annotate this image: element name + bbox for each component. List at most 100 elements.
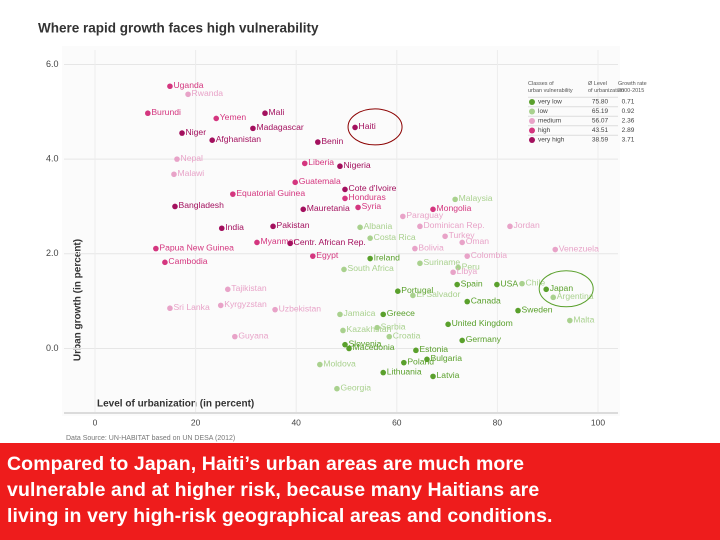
legend-header: Classes of urban vulnerability (528, 81, 573, 94)
legend-label: low (538, 108, 548, 115)
point (442, 233, 448, 240)
point-label: El Salvador (416, 289, 460, 299)
point-label: Bangladesh (178, 200, 224, 210)
point-label: Papua New Guinea (159, 242, 234, 252)
point (445, 321, 451, 328)
point (459, 239, 465, 246)
point (309, 253, 316, 259)
point (232, 333, 238, 340)
point-label: Guatemala (299, 176, 341, 186)
point (380, 311, 387, 318)
x-tick-label: 80 (493, 417, 503, 427)
point (454, 281, 460, 288)
y-tick-label: 0.0 (46, 343, 59, 353)
point (172, 203, 178, 210)
point (352, 124, 358, 131)
point (337, 163, 343, 170)
point-label: Mauretania (307, 203, 350, 213)
point (337, 311, 343, 318)
point-label: Jamaica (343, 308, 375, 318)
point (301, 160, 308, 167)
point (367, 235, 373, 241)
point-label: Uganda (173, 80, 203, 90)
point-label: Lithuania (387, 366, 422, 376)
point-label: Mongolia (437, 203, 472, 213)
plot-background (62, 46, 620, 416)
point (342, 186, 348, 193)
point-label: Peru (462, 261, 480, 271)
legend-swatch (529, 137, 535, 143)
point-label: Nigeria (343, 160, 370, 170)
point-label: Albania (364, 221, 393, 231)
point-label: Cambodia (168, 256, 207, 266)
point-label: Yemen (220, 112, 247, 122)
x-axis-label: Level of urbanization (in percent) (97, 399, 254, 410)
point (230, 191, 236, 197)
point (515, 307, 521, 314)
point (357, 224, 363, 231)
legend-swatch (529, 118, 535, 124)
point (430, 206, 436, 213)
legend-swatch (529, 108, 535, 115)
y-axis-label: Urban growth (in percent) (73, 239, 84, 361)
point-label: Sri Lanka (173, 302, 210, 312)
point (400, 213, 406, 220)
point (145, 110, 151, 117)
point (507, 223, 513, 230)
point (374, 324, 380, 331)
point-label: Croatia (393, 330, 421, 340)
y-tick-label: 4.0 (46, 154, 59, 164)
point-label: Egypt (316, 250, 339, 260)
legend-growth: 0.92 (622, 108, 635, 115)
point-label: Malawi (177, 168, 204, 178)
legend-growth: 2.36 (622, 118, 635, 125)
point (455, 264, 461, 271)
x-tick-label: 100 (591, 417, 605, 427)
point-label: Venezuela (559, 243, 599, 253)
point (410, 292, 416, 299)
point (355, 204, 361, 211)
point-label: Libya (457, 266, 478, 276)
point (550, 294, 557, 301)
point (162, 259, 168, 266)
x-tick-label: 40 (291, 417, 301, 427)
point (346, 345, 352, 352)
highlight-ring (538, 270, 594, 308)
point-label: Burundi (151, 107, 181, 117)
point-label: Slovenia (348, 338, 381, 348)
point (262, 110, 268, 117)
point-label: Poland (407, 356, 434, 366)
point-label: Afghanistan (216, 134, 262, 144)
legend-label: high (538, 127, 551, 134)
point-label: Malta (573, 314, 594, 324)
point (315, 139, 321, 145)
legend-level: 75.80 (592, 99, 609, 106)
legend-label: medium (538, 118, 561, 125)
point (386, 333, 393, 340)
point (567, 317, 573, 324)
legend-level: 56.07 (592, 118, 609, 125)
point-label: Chile (526, 277, 546, 287)
point-label: Benin (321, 136, 343, 146)
caption: Compared to Japan, Haiti’s urban areas a… (0, 443, 720, 540)
point (412, 245, 418, 252)
point-label: Kyrgyzstan (224, 299, 267, 309)
caption-line: vulnerable and at higher risk, because m… (7, 479, 540, 501)
point (292, 179, 298, 186)
point-label: Germany (466, 334, 502, 344)
point-label: Estonia (419, 344, 448, 354)
point-label: Georgia (340, 382, 371, 392)
point (430, 373, 436, 380)
point (317, 361, 323, 368)
point-label: Argentina (557, 291, 594, 301)
legend-swatch (529, 127, 535, 134)
point (459, 337, 465, 344)
point-label: Paraguay (406, 210, 443, 220)
point (464, 298, 471, 305)
point (417, 260, 423, 267)
point (179, 130, 185, 136)
point-label: Liberia (308, 157, 334, 167)
point-label: Myanmar (260, 236, 296, 246)
point (334, 385, 340, 392)
